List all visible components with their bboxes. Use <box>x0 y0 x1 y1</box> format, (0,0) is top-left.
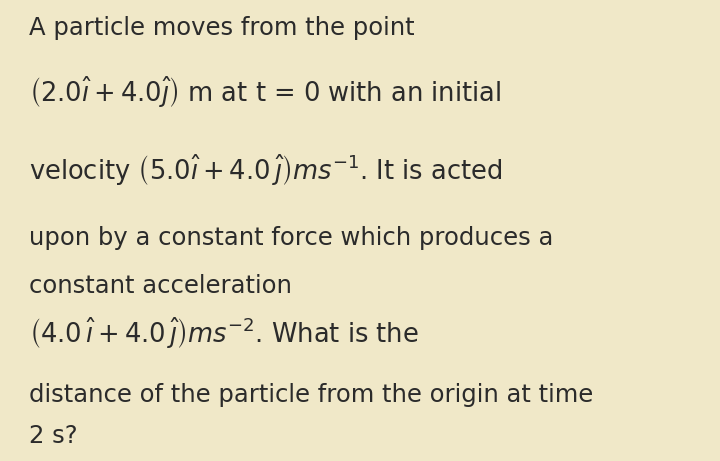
Text: distance of the particle from the origin at time: distance of the particle from the origin… <box>29 383 593 407</box>
Text: A particle moves from the point: A particle moves from the point <box>29 16 415 40</box>
Text: $\left(4.0\,\hat{\imath} + 4.0\,\hat{\jmath}\right)\mathit{ms}^{-2}$. What is th: $\left(4.0\,\hat{\imath} + 4.0\,\hat{\jm… <box>29 316 418 351</box>
Text: $\left(2.0\hat{\imath} + 4.0\hat{\jmath}\right)$ m at t = 0 with an initial: $\left(2.0\hat{\imath} + 4.0\hat{\jmath}… <box>29 75 501 110</box>
Text: constant acceleration: constant acceleration <box>29 274 292 298</box>
Text: velocity $\left(5.0\hat{\imath} + 4.0\,\hat{\jmath}\right)\mathit{ms}^{-1}$. It : velocity $\left(5.0\hat{\imath} + 4.0\,\… <box>29 153 503 188</box>
Text: upon by a constant force which produces a: upon by a constant force which produces … <box>29 226 553 250</box>
Text: 2 s?: 2 s? <box>29 425 78 449</box>
